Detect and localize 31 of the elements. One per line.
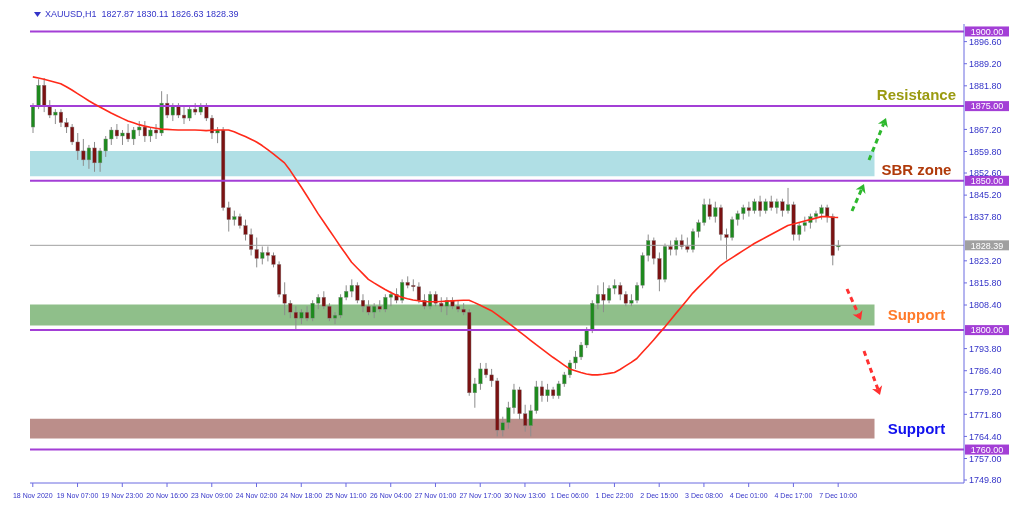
y-tick-label: 1764.40 <box>969 431 1002 442</box>
candlestick <box>31 102 35 134</box>
y-tick-label: 1881.80 <box>969 81 1002 92</box>
annotation: Resistance <box>876 86 957 104</box>
ref-line-label: 1760.00 <box>970 444 1004 455</box>
y-tick-label: 1749.80 <box>969 475 1002 486</box>
ref-line-label: 1900.00 <box>970 26 1004 37</box>
y-tick-label: 1757.00 <box>969 453 1002 464</box>
ref-line-label: 1850.00 <box>970 176 1004 187</box>
line-series <box>31 76 839 376</box>
ref-line-label: 1875.00 <box>970 101 1004 112</box>
y-tick-label: 1867.20 <box>969 124 1002 135</box>
y-tick-label: 1896.60 <box>969 36 1002 47</box>
y-tick-label: 1859.80 <box>969 146 1002 157</box>
y-tick-label: 1786.40 <box>969 365 1002 376</box>
ref-line-label: 1800.00 <box>970 325 1004 336</box>
annotation: SBR zone <box>881 160 952 178</box>
y-tick-label: 1845.20 <box>969 190 1002 201</box>
y-tick-label: 1771.80 <box>969 409 1002 420</box>
ref-line-label: 1828.39 <box>970 240 1004 251</box>
band-label: Support <box>887 306 946 324</box>
chart-title: XAUUSD,H1 1827.87 1830.11 1826.63 1828.39 <box>45 9 239 19</box>
y-tick-label: 1889.20 <box>969 58 1002 69</box>
y-tick-label: 1837.80 <box>969 212 1002 223</box>
y-tick-label: 1852.60 <box>969 168 1002 179</box>
y-tick-label: 1815.80 <box>969 278 1002 289</box>
y-tick-label: 1808.40 <box>969 300 1002 311</box>
y-tick-label: 1779.20 <box>969 387 1002 398</box>
y-tick-label: 1823.20 <box>969 256 1002 267</box>
y-tick-label: 1793.80 <box>969 343 1002 354</box>
band-label: Support <box>887 419 946 437</box>
